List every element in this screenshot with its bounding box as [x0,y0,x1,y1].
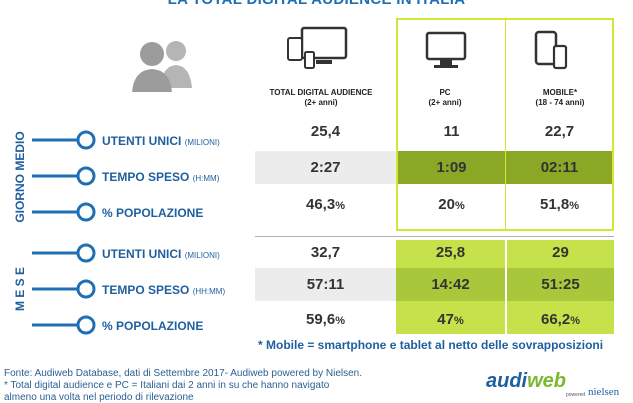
row-label-utenti-giorno: UTENTI UNICI (MILIONI) [102,134,220,148]
cell-total: 46,3% [306,196,345,213]
row-label-tempo-mese: TEMPO SPESO (HH:MM) [102,283,226,297]
row-label-pop-mese: % POPOLAZIONE [102,319,204,333]
section-label-giorno: GIORNO MEDIO [13,131,27,223]
logo-text-audi: audi [486,370,528,392]
audiweb-logo: audiweb [486,370,566,392]
column-label: PC [439,88,451,97]
mobile-footnote: * Mobile = smartphone e tablet al netto … [258,338,604,352]
cell-pc: 47% [437,311,464,328]
column-sublabel: (18 - 74 anni) [535,98,585,107]
source-line-1: Fonte: Audiweb Database, dati di Settemb… [4,368,362,379]
people-icon [132,41,192,92]
cell-mobile: 51:25 [541,276,580,293]
page-title: LA TOTAL DIGITAL AUDIENCE IN ITALIA [0,0,633,8]
column-header-total: TOTAL DIGITAL AUDIENCE (2+ anni) [256,88,386,108]
column-sublabel: (2+ anni) [428,98,462,107]
logo-powered: powered [566,392,586,398]
cell-mobile: 66,2% [541,311,580,328]
cell-total: 57:11 [306,276,345,293]
row-band-mese [255,268,396,301]
section-label-mese: M E S E [13,267,27,312]
cell-total: 2:27 [310,159,341,176]
cell-pc: 14:42 [431,276,470,293]
cell-pc: 20% [438,196,465,213]
cell-mobile: 51,8% [540,196,579,213]
source-line-2: * Total digital audience e PC = Italiani… [4,380,330,391]
multi-device-icon [287,26,348,69]
row-label-tempo-giorno: TEMPO SPESO (H:MM) [102,170,220,184]
cell-mobile: 29 [552,244,569,261]
cell-pc: 25,8 [435,244,466,261]
row-label-pop-giorno: % POPOLAZIONE [102,206,204,220]
cell-total: 32,7 [310,244,341,261]
column-label: TOTAL DIGITAL AUDIENCE [269,88,373,97]
cell-pc: 1:09 [436,159,467,176]
cell-total: 25,4 [310,123,341,140]
pc-monitor-icon [425,31,467,68]
nielsen-logo: nielsen [588,386,620,398]
column-divider [505,240,507,334]
cell-total: 59,6% [306,311,345,328]
section-divider [255,236,614,237]
logo-text-web: web [527,370,567,392]
cell-mobile: 02:11 [540,159,579,176]
highlight-box-giorno [396,18,614,231]
cell-pc: 11 [443,123,460,140]
column-header-pc: PC (2+ anni) [410,88,480,108]
row-label-utenti-mese: UTENTI UNICI (MILIONI) [102,247,220,261]
source-line-3: almeno una volta nel periodo di rilevazi… [4,392,194,403]
row-band-giorno [255,151,396,184]
column-label: MOBILE* [542,88,578,97]
column-sublabel: (2+ anni) [304,98,338,107]
mobile-devices-icon [534,30,568,70]
connector-pills [32,130,96,335]
column-header-mobile: MOBILE* (18 - 74 anni) [515,88,605,108]
column-divider [505,20,506,229]
cell-mobile: 22,7 [544,123,575,140]
